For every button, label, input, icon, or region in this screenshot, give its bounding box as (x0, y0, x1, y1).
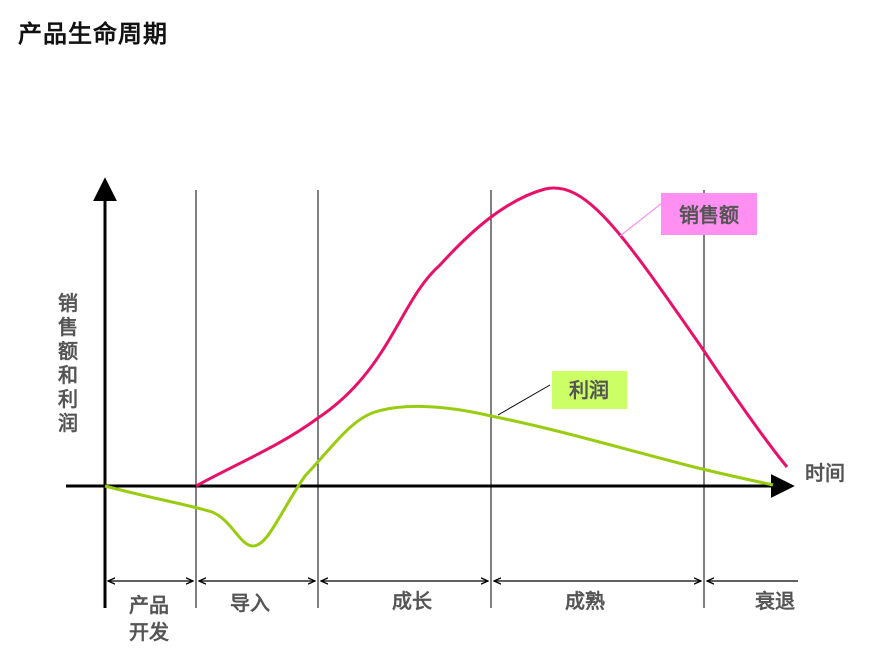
profit-leader-line (497, 384, 551, 416)
y-axis-label-char: 额 (58, 339, 78, 363)
sales-label-box (661, 193, 757, 235)
profit-label: 利润 (569, 378, 609, 402)
y-axis-label-char: 和 (58, 363, 78, 387)
y-axis-label-char: 润 (58, 411, 78, 435)
stage-label-development-2: 开发 (129, 620, 170, 644)
stage-label-development-1: 产品 (129, 593, 169, 617)
stage-label-decline: 衰退 (754, 589, 795, 613)
profit-label-box (552, 371, 627, 409)
sales-leader-line (619, 202, 663, 237)
profit-curve (104, 404, 774, 548)
page-title: 产品生命周期 (18, 20, 168, 48)
y-axis-label-char: 利 (58, 387, 78, 411)
stage-label-introduction: 导入 (230, 591, 270, 615)
y-axis-label-char: 销 (58, 291, 78, 315)
stage-label-maturity: 成熟 (565, 589, 605, 613)
sales-label: 销售额 (679, 203, 739, 227)
x-axis-label: 时间 (805, 461, 845, 485)
sales-curve (195, 186, 789, 488)
stage-label-growth: 成长 (392, 589, 433, 613)
y-axis-label-char: 售 (58, 315, 78, 339)
